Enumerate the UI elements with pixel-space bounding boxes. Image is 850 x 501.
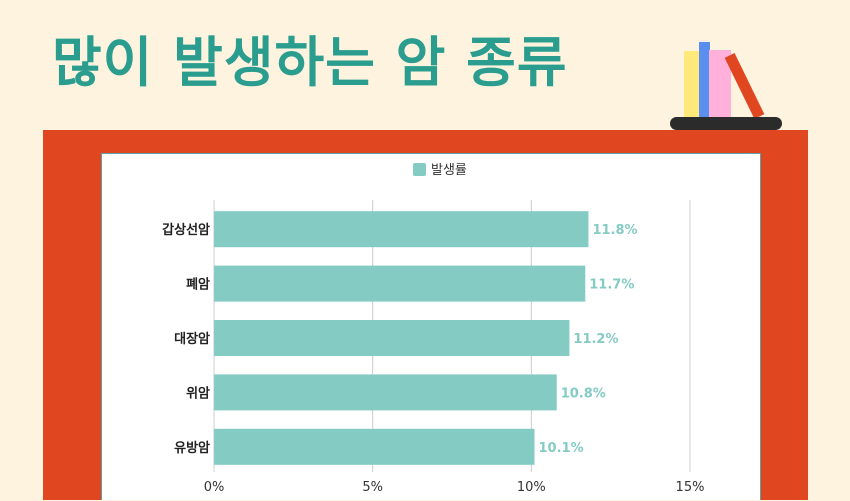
category-label: 유방암 — [174, 440, 210, 456]
legend-label: 발생률 — [431, 163, 467, 178]
x-tick-label: 15% — [676, 480, 705, 495]
x-tick-label: 10% — [517, 480, 546, 495]
bar-value-label: 10.8% — [561, 386, 606, 401]
chart-panel: 발생률 갑상선암 폐암 대장암 위암 유방암 11.8% 11.7% 11.2% 10.8% 1… — [101, 153, 761, 500]
bar — [214, 211, 589, 248]
bar-value-label: 11.8% — [592, 223, 637, 238]
chart-bars — [214, 211, 589, 465]
chart-legend: 발생률 — [413, 163, 467, 178]
category-label: 대장암 — [174, 331, 210, 347]
bar — [214, 428, 535, 465]
x-axis-ticks: 0% 5% 10% 15% — [204, 480, 705, 495]
x-tick-label: 0% — [204, 480, 225, 495]
category-label: 갑상선암 — [162, 222, 210, 238]
bar-value-label: 10.1% — [539, 441, 584, 456]
bar-value-label: 11.2% — [573, 332, 618, 347]
legend-swatch — [413, 163, 426, 176]
category-label: 위암 — [186, 385, 210, 401]
bar — [214, 265, 586, 302]
value-labels: 11.8% 11.7% 11.2% 10.8% 10.1% — [539, 223, 638, 456]
bar — [214, 374, 557, 411]
bookshelf-icon — [670, 42, 782, 144]
bar-value-label: 11.7% — [589, 278, 634, 293]
bar — [214, 320, 570, 356]
page-title: 많이 발생하는 암 종류 — [52, 31, 568, 94]
x-tick-label: 5% — [362, 480, 383, 495]
category-label: 폐암 — [186, 277, 210, 293]
